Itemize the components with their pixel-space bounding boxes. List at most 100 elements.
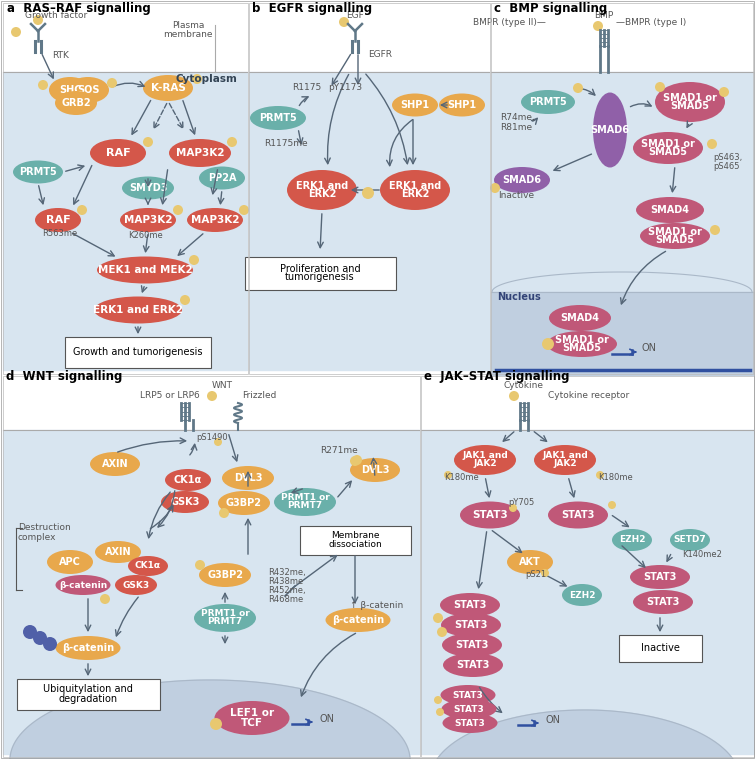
Circle shape bbox=[227, 137, 237, 147]
Ellipse shape bbox=[636, 197, 704, 223]
Ellipse shape bbox=[90, 452, 140, 476]
Text: EGFR: EGFR bbox=[368, 50, 392, 59]
Text: SMAD1 or: SMAD1 or bbox=[648, 227, 702, 237]
Text: β-catenin: β-catenin bbox=[62, 643, 114, 653]
Ellipse shape bbox=[442, 699, 497, 719]
Text: β-catenin: β-catenin bbox=[332, 615, 384, 625]
Text: STAT3: STAT3 bbox=[455, 640, 488, 650]
Text: Cytokine receptor: Cytokine receptor bbox=[548, 391, 629, 400]
Text: PRMT7: PRMT7 bbox=[288, 502, 322, 511]
Text: GSK3: GSK3 bbox=[122, 581, 149, 590]
Circle shape bbox=[436, 708, 444, 716]
Polygon shape bbox=[430, 710, 740, 759]
Text: PRMT1 or: PRMT1 or bbox=[201, 609, 249, 619]
Text: RAF: RAF bbox=[46, 215, 70, 225]
Circle shape bbox=[192, 74, 202, 84]
Text: RAF: RAF bbox=[106, 148, 131, 158]
Ellipse shape bbox=[287, 170, 357, 210]
Circle shape bbox=[339, 17, 349, 27]
Text: Inactive: Inactive bbox=[498, 191, 534, 200]
Circle shape bbox=[719, 87, 729, 97]
Circle shape bbox=[573, 83, 583, 93]
Text: b  EGFR signalling: b EGFR signalling bbox=[252, 2, 372, 15]
Text: pY1173: pY1173 bbox=[328, 83, 362, 92]
Text: STAT3: STAT3 bbox=[455, 620, 488, 630]
Ellipse shape bbox=[199, 563, 251, 587]
Circle shape bbox=[77, 205, 87, 215]
Text: pS1490: pS1490 bbox=[196, 433, 227, 442]
Ellipse shape bbox=[120, 208, 176, 232]
Text: Plasma: Plasma bbox=[172, 21, 204, 30]
Bar bbox=[491, 72, 753, 292]
Text: JAK1 and: JAK1 and bbox=[462, 452, 508, 461]
Text: PRMT1 or: PRMT1 or bbox=[281, 493, 329, 502]
Ellipse shape bbox=[534, 445, 596, 475]
Text: ↑ β-catenin: ↑ β-catenin bbox=[350, 601, 403, 610]
Ellipse shape bbox=[494, 167, 550, 193]
Text: R563me: R563me bbox=[42, 229, 77, 238]
Ellipse shape bbox=[218, 491, 270, 515]
Text: SMAD1 or: SMAD1 or bbox=[663, 93, 717, 102]
Text: STAT3: STAT3 bbox=[561, 510, 595, 520]
Text: R74me,: R74me, bbox=[500, 113, 535, 122]
Ellipse shape bbox=[194, 604, 256, 632]
Ellipse shape bbox=[222, 466, 274, 490]
Ellipse shape bbox=[214, 701, 289, 735]
Text: R271me: R271me bbox=[320, 446, 358, 455]
Ellipse shape bbox=[350, 458, 400, 482]
Text: WNT: WNT bbox=[211, 381, 233, 390]
Text: SHP1: SHP1 bbox=[448, 100, 476, 110]
Text: Destruction: Destruction bbox=[18, 523, 71, 532]
Bar bbox=[249, 72, 489, 370]
Ellipse shape bbox=[56, 636, 121, 660]
Text: SHC: SHC bbox=[59, 85, 82, 95]
Text: dissociation: dissociation bbox=[328, 540, 382, 549]
Text: ON: ON bbox=[320, 714, 335, 724]
FancyBboxPatch shape bbox=[65, 336, 211, 367]
Text: SETD7: SETD7 bbox=[673, 536, 707, 544]
Bar bbox=[3, 72, 247, 370]
Text: K180me: K180me bbox=[598, 473, 633, 482]
Bar bbox=[421, 376, 754, 757]
Text: ERK1 and: ERK1 and bbox=[389, 181, 441, 191]
Ellipse shape bbox=[49, 77, 91, 103]
Circle shape bbox=[490, 183, 500, 193]
Text: ERK1 and ERK2: ERK1 and ERK2 bbox=[93, 305, 183, 315]
Ellipse shape bbox=[443, 653, 503, 677]
Text: STAT3: STAT3 bbox=[455, 719, 485, 727]
Ellipse shape bbox=[630, 565, 690, 589]
Ellipse shape bbox=[562, 584, 602, 606]
Bar bbox=[491, 3, 753, 374]
Polygon shape bbox=[10, 680, 410, 759]
Text: R438me: R438me bbox=[268, 577, 304, 586]
Text: R452me,: R452me, bbox=[268, 586, 306, 595]
Text: EZH2: EZH2 bbox=[619, 536, 646, 544]
Ellipse shape bbox=[97, 257, 193, 284]
Bar bbox=[3, 3, 248, 374]
Text: JAK1 and: JAK1 and bbox=[542, 452, 588, 461]
Text: PRMT5: PRMT5 bbox=[259, 113, 297, 123]
Ellipse shape bbox=[549, 305, 611, 331]
Text: SOS: SOS bbox=[77, 85, 99, 95]
Text: PRMT5: PRMT5 bbox=[529, 97, 567, 107]
Ellipse shape bbox=[439, 93, 485, 116]
Circle shape bbox=[180, 295, 190, 305]
Circle shape bbox=[214, 438, 222, 446]
Text: pS463,: pS463, bbox=[713, 153, 742, 162]
Text: tumorigenesis: tumorigenesis bbox=[285, 272, 355, 282]
Circle shape bbox=[352, 455, 362, 465]
Circle shape bbox=[11, 27, 21, 37]
Text: GSK3: GSK3 bbox=[171, 497, 199, 507]
Circle shape bbox=[433, 613, 443, 623]
Text: Membrane: Membrane bbox=[331, 531, 379, 540]
Ellipse shape bbox=[655, 82, 725, 122]
Ellipse shape bbox=[441, 613, 501, 637]
Circle shape bbox=[210, 718, 222, 730]
Text: ERK2: ERK2 bbox=[308, 189, 336, 200]
Text: EZH2: EZH2 bbox=[569, 591, 595, 600]
Text: K140me2: K140me2 bbox=[682, 550, 722, 559]
Ellipse shape bbox=[612, 529, 652, 551]
Ellipse shape bbox=[55, 91, 97, 115]
Ellipse shape bbox=[94, 297, 182, 323]
Text: SMAD6: SMAD6 bbox=[590, 125, 630, 135]
